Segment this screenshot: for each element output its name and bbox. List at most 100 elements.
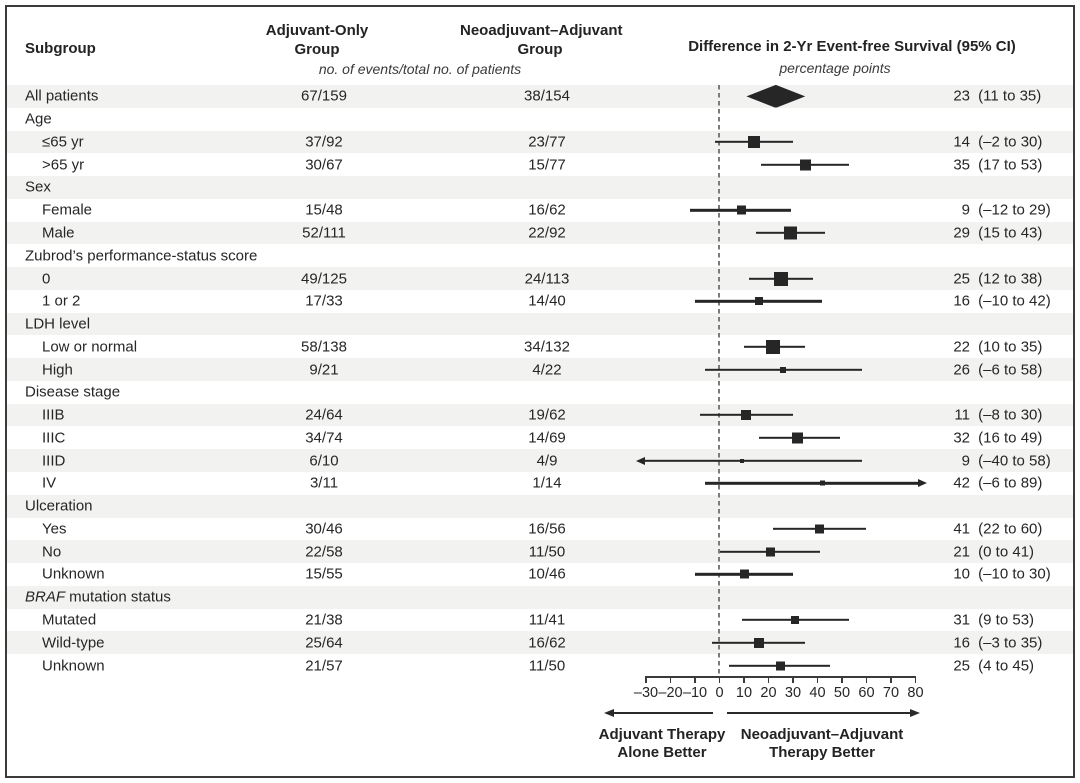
- adjuvant-events-value: 6/10: [309, 452, 339, 470]
- category-row: Age: [7, 108, 1073, 131]
- point-estimate-marker: [792, 432, 804, 444]
- ci-text: (9 to 53): [974, 611, 1035, 629]
- neoadjuvant-events-value: 10/46: [528, 565, 566, 583]
- zero-reference-line: [718, 85, 720, 676]
- x-axis-tick-label: –20: [658, 685, 683, 701]
- point-estimate-marker: [784, 226, 798, 240]
- adjuvant-events-value: 21/57: [305, 657, 343, 675]
- x-axis-tick: [890, 676, 892, 683]
- estimate-value: 42: [953, 474, 970, 492]
- subgroup-row: Mutated 21/38 11/41 31 (9 to 53): [7, 609, 1073, 632]
- adjuvant-events-value: 3/11: [309, 474, 339, 492]
- point-estimate-marker: [780, 366, 787, 373]
- row-label: Ulceration: [25, 497, 93, 515]
- estimate-value: 21: [953, 543, 970, 561]
- estimate-value: 14: [953, 133, 970, 151]
- x-axis-tick: [816, 676, 819, 683]
- column-header-subgroup: Subgroup: [25, 40, 96, 57]
- row-label: IV: [42, 474, 57, 492]
- neoadjuvant-events-value: 11/41: [528, 611, 566, 629]
- point-estimate-marker: [791, 615, 800, 624]
- point-estimate-marker: [766, 547, 776, 557]
- ci-text: (–12 to 29): [974, 201, 1051, 219]
- ci-text: (17 to 53): [974, 156, 1043, 174]
- neoadjuvant-events-value: 14/69: [528, 429, 566, 447]
- subgroup-row: >65 yr 30/67 15/77 35 (17 to 53): [7, 153, 1073, 176]
- category-row: Ulceration: [7, 494, 1073, 518]
- column-header-adjuvant-line1: Adjuvant-Only: [265, 22, 369, 39]
- estimate-value: 35: [953, 156, 970, 174]
- neoadjuvant-events-value: 4/22: [532, 361, 562, 379]
- estimate-value: 31: [953, 611, 970, 629]
- left-direction-arrow-line: [613, 712, 713, 714]
- row-label: 0: [42, 270, 51, 287]
- adjuvant-events-value: 21/38: [305, 611, 343, 629]
- neoadjuvant-events-value: 23/77: [528, 133, 566, 151]
- estimate-value: 9: [961, 201, 970, 219]
- ci-text: (4 to 45): [974, 657, 1035, 675]
- adjuvant-events-value: 34/74: [305, 429, 343, 447]
- point-estimate-marker: [773, 271, 788, 286]
- adjuvant-events-value: 25/64: [305, 634, 343, 652]
- row-label: Age: [25, 110, 52, 128]
- ci-text: (–2 to 30): [974, 133, 1043, 151]
- column-header-neoadjuvant: Neoadjuvant–Adjuvant Group: [460, 21, 623, 59]
- adjuvant-events-value: 49/125: [301, 270, 347, 287]
- ci-text: (–8 to 30): [974, 406, 1043, 424]
- figure-frame: [5, 5, 1075, 778]
- row-label: Zubrod’s performance-status score: [25, 247, 258, 265]
- neoadjuvant-events-value: 15/77: [528, 156, 566, 174]
- left-arrow-icon: [604, 708, 614, 717]
- subgroup-row: High 9/21 4/22 26 (–6 to 58): [7, 358, 1073, 381]
- estimate-value: 25: [953, 270, 970, 287]
- ci-text: (–10 to 30): [974, 565, 1051, 583]
- ci-line: [643, 459, 862, 462]
- x-axis-tick: [669, 676, 672, 683]
- ci-line: [704, 482, 920, 485]
- x-axis-tick: [841, 676, 843, 683]
- column-header-neoadjuvant-line1: Neoadjuvant–Adjuvant: [460, 22, 623, 39]
- neoadjuvant-events-value: 16/62: [528, 201, 566, 219]
- x-axis-line: [646, 676, 916, 678]
- estimate-value: 22: [953, 338, 970, 356]
- column-header-adjuvant: Adjuvant-Only Group: [237, 21, 397, 59]
- estimate-value: 25: [953, 657, 970, 675]
- left-direction-label-line2: Alone Better: [617, 744, 707, 761]
- point-estimate-marker: [753, 637, 764, 648]
- category-row: BRAF mutation status: [7, 585, 1073, 609]
- subgroup-row: No 22/58 11/50 21 (0 to 41): [7, 540, 1073, 564]
- neoadjuvant-events-value: 4/9: [536, 452, 558, 470]
- category-row: Sex: [7, 176, 1073, 199]
- point-estimate-marker: [754, 297, 763, 306]
- right-direction-arrow-line: [727, 712, 911, 714]
- row-label: 1 or 2: [42, 292, 81, 310]
- category-row: LDH level: [7, 312, 1073, 336]
- category-row: Zubrod’s performance-status score: [7, 244, 1073, 267]
- point-estimate-marker: [739, 458, 744, 463]
- row-label: Sex: [25, 178, 51, 196]
- x-axis-tick: [767, 676, 770, 683]
- adjuvant-events-value: 67/159: [301, 87, 347, 105]
- x-axis-tick: [914, 676, 917, 683]
- subgroup-row: Unknown 21/57 11/50 25 (4 to 45): [7, 654, 1073, 677]
- subgroup-row: Yes 30/46 16/56 41 (22 to 60): [7, 518, 1073, 541]
- left-direction-label: Adjuvant Therapy Alone Better: [562, 726, 762, 762]
- neoadjuvant-events-value: 1/14: [532, 474, 562, 492]
- estimate-value: 10: [953, 565, 970, 583]
- row-label: Disease stage: [25, 383, 121, 401]
- point-estimate-marker: [819, 480, 825, 486]
- x-axis-tick: [743, 676, 745, 683]
- point-estimate-marker: [737, 205, 747, 215]
- neoadjuvant-events-value: 38/154: [524, 87, 570, 105]
- subgroup-row: Wild-type 25/64 16/62 16 (–3 to 35): [7, 631, 1073, 655]
- column-header-adjuvant-line2: Group: [294, 41, 340, 58]
- right-direction-label-line2: Therapy Better: [769, 744, 875, 761]
- row-label: Unknown: [42, 565, 105, 583]
- estimate-value: 32: [953, 429, 970, 447]
- neoadjuvant-events-value: 16/56: [528, 520, 566, 538]
- adjuvant-events-value: 22/58: [305, 543, 343, 561]
- row-label: Yes: [42, 520, 67, 538]
- neoadjuvant-events-value: 11/50: [528, 543, 566, 561]
- x-axis-tick-label: 10: [735, 685, 753, 701]
- ci-text: (–40 to 58): [974, 452, 1051, 470]
